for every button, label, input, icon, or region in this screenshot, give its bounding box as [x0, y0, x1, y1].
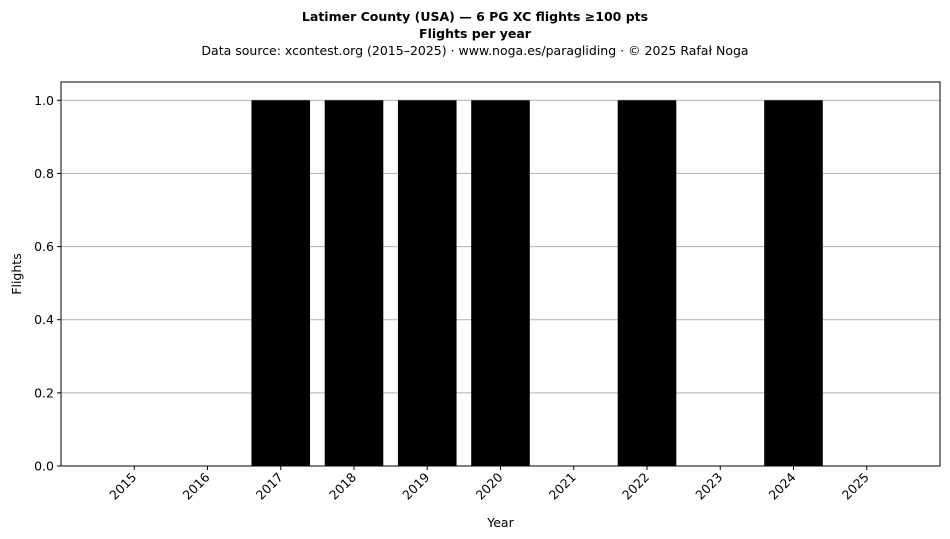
x-tick-label: 2017 — [253, 470, 286, 503]
bar-2022 — [617, 100, 677, 467]
y-tick-label: 0.6 — [34, 239, 54, 254]
x-tick-label: 2015 — [106, 470, 139, 503]
bar-2019 — [397, 100, 457, 467]
data-source-note: Data source: xcontest.org (2015–2025) · … — [201, 43, 749, 58]
chart-header: Latimer County (USA) — 6 PG XC flights ≥… — [0, 8, 950, 59]
y-tick-label: 0.4 — [34, 312, 54, 327]
y-tick-label: 0.0 — [34, 459, 54, 474]
y-tick-label: 0.8 — [34, 166, 54, 181]
x-tick-label: 2022 — [619, 470, 652, 503]
y-tick-label: 1.0 — [34, 93, 54, 108]
x-tick-label: 2025 — [839, 470, 872, 503]
y-tick-label: 0.2 — [34, 385, 54, 400]
bars — [251, 100, 823, 467]
x-axis-label: Year — [486, 515, 514, 530]
x-tick-label: 2024 — [766, 469, 799, 502]
chart-title: Latimer County (USA) — 6 PG XC flights ≥… — [301, 9, 649, 24]
bar-2017 — [251, 100, 311, 467]
y-axis-ticks: 0.0 0.2 0.4 0.6 0.8 1.0 — [34, 93, 61, 474]
x-tick-label: 2023 — [692, 470, 725, 503]
x-tick-label: 2016 — [180, 469, 213, 502]
x-tick-label: 2019 — [399, 469, 432, 502]
x-tick-label: 2021 — [546, 470, 579, 503]
x-tick-label: 2018 — [326, 469, 359, 502]
chart-subtitle: Flights per year — [419, 26, 531, 41]
bar-2020 — [471, 100, 530, 467]
bar-2024 — [764, 100, 823, 467]
x-axis-ticks: 2015 2016 2017 2018 2019 2020 2021 2022 2023 2024… — [106, 466, 872, 503]
x-tick-label: 2020 — [473, 469, 506, 502]
bar-2018 — [324, 100, 384, 467]
y-axis-label: Flights — [9, 253, 24, 294]
